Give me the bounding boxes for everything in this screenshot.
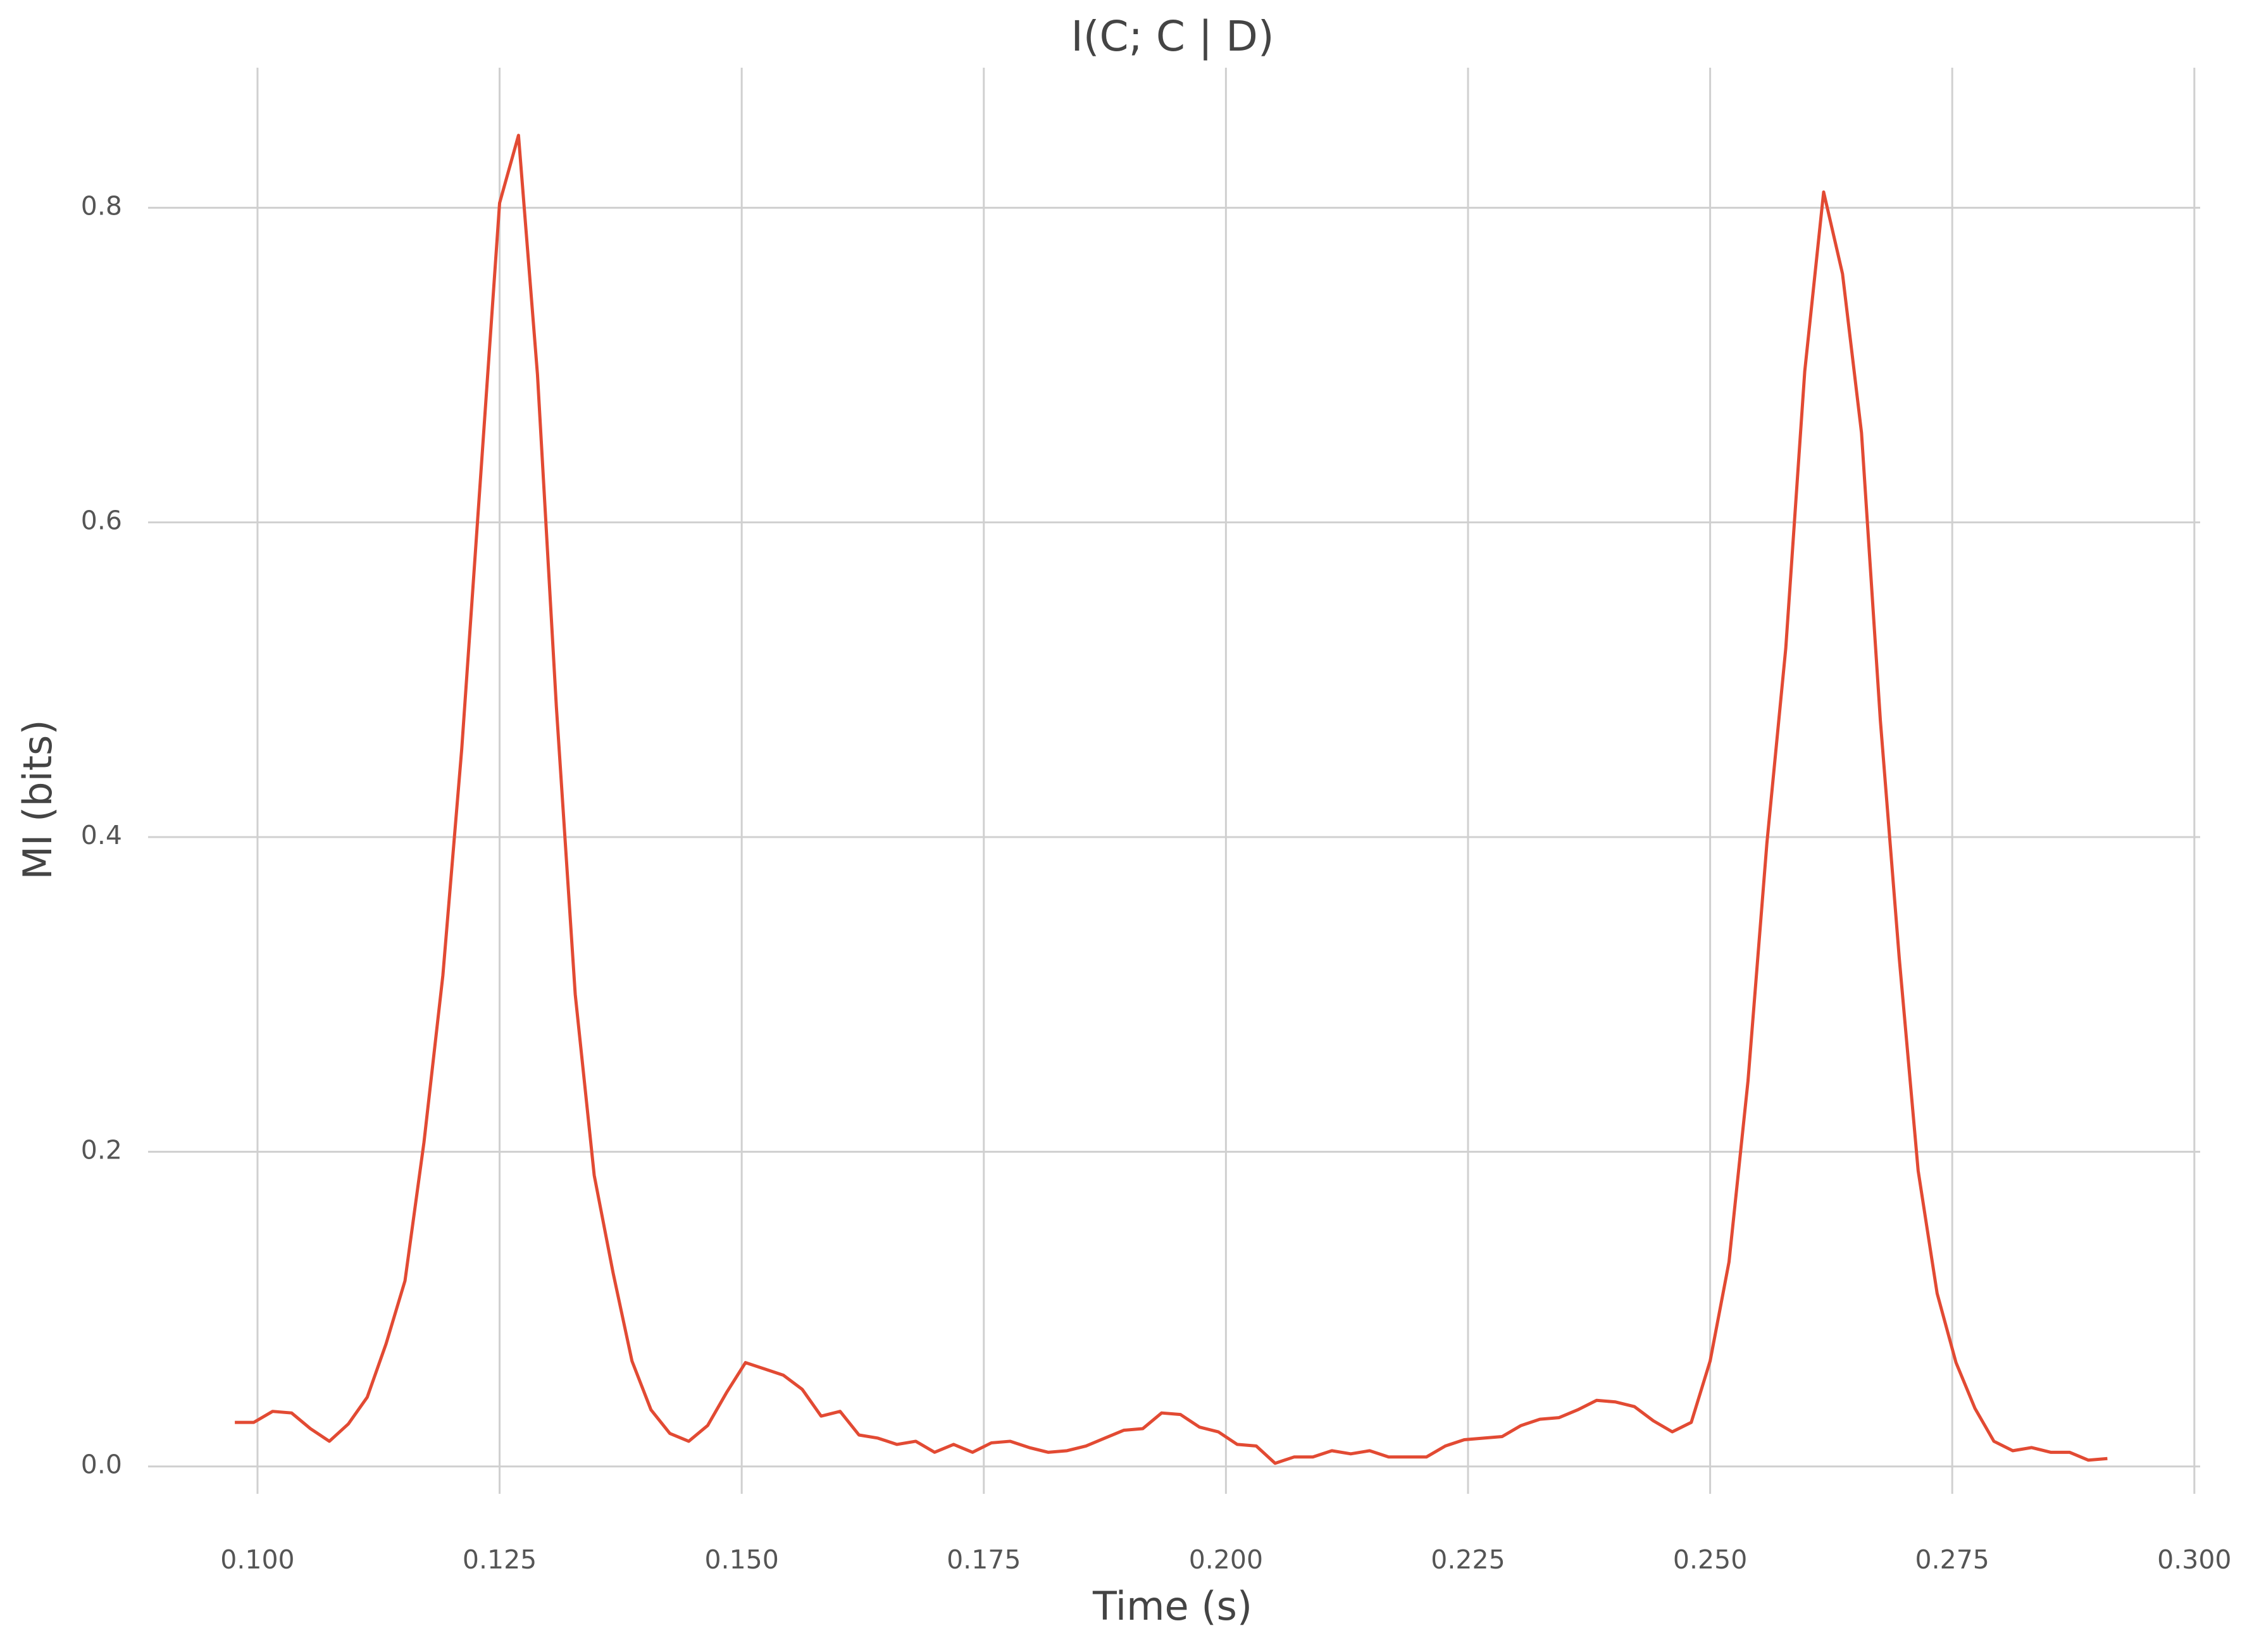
x-tick-label: 0.300 <box>2157 1544 2231 1575</box>
x-tick-label: 0.200 <box>1189 1544 1263 1575</box>
chart-title: I(C; C | D) <box>1071 12 1274 61</box>
x-tick-label: 0.125 <box>463 1544 537 1575</box>
y-tick-label: 0.8 <box>81 190 122 221</box>
x-tick-label: 0.225 <box>1431 1544 1505 1575</box>
x-axis-label: Time (s) <box>1092 1583 1252 1629</box>
data-line <box>235 134 2108 1465</box>
x-tick-label: 0.100 <box>220 1544 294 1575</box>
x-tick-label: 0.150 <box>704 1544 778 1575</box>
y-tick-label: 0.0 <box>81 1450 122 1480</box>
x-tick-label: 0.275 <box>1915 1544 1989 1575</box>
x-tick-label: 0.250 <box>1673 1544 1747 1575</box>
x-tick-label: 0.175 <box>947 1544 1021 1575</box>
y-tick-label: 0.2 <box>81 1134 122 1165</box>
y-tick-label: 0.4 <box>81 820 122 850</box>
y-tick-label: 0.6 <box>81 506 122 536</box>
y-axis-label: MI (bits) <box>15 719 61 879</box>
